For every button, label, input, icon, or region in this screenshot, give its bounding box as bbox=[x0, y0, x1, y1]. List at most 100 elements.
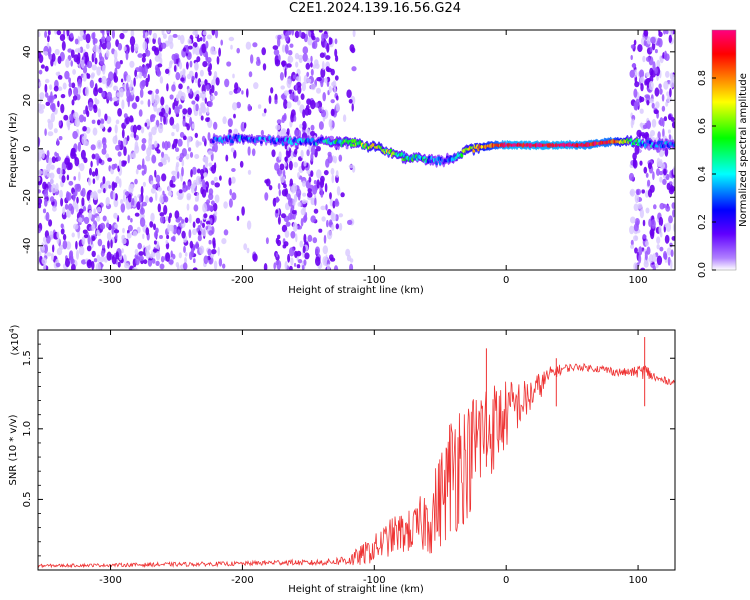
heatmap-noise-cell bbox=[229, 188, 232, 196]
heatmap-noise-cell bbox=[42, 169, 48, 176]
heatmap-noise-cell bbox=[81, 135, 87, 145]
heatmap-noise-cell bbox=[659, 176, 663, 183]
heatmap-noise-cell bbox=[668, 114, 672, 121]
heatmap-frame bbox=[37, 29, 676, 271]
heatmap-noise-cell bbox=[287, 50, 293, 56]
heatmap-noise-cell bbox=[199, 245, 205, 255]
heatmap-noise-cell bbox=[630, 44, 635, 49]
x-tick-label: -200 bbox=[231, 575, 254, 586]
heatmap-noise-cell bbox=[243, 243, 248, 251]
heatmap-noise-cell bbox=[72, 95, 78, 101]
heatmap-noise-cell bbox=[142, 53, 147, 58]
heatmap-noise-cell bbox=[670, 249, 674, 257]
heatmap-noise-cell bbox=[231, 168, 236, 172]
heatmap-noise-cell bbox=[642, 219, 646, 227]
heatmap-noise-cell bbox=[163, 193, 167, 202]
heatmap-noise-cell bbox=[314, 197, 317, 206]
heatmap-noise-cell bbox=[111, 163, 116, 170]
heatmap-noise-cell bbox=[294, 52, 300, 60]
heatmap-noise-cell bbox=[665, 222, 672, 232]
heatmap-noise-cell bbox=[232, 102, 238, 111]
heatmap-noise-cell bbox=[213, 121, 218, 130]
heatmap-noise-cell bbox=[122, 138, 127, 148]
heatmap-noise-cell bbox=[188, 229, 192, 239]
heatmap-noise-cell bbox=[196, 168, 201, 174]
heatmap-noise-cell bbox=[666, 247, 672, 256]
heatmap-noise-cell bbox=[53, 85, 59, 92]
x-tick-label: -300 bbox=[99, 575, 122, 586]
heatmap-noise-cell bbox=[316, 77, 322, 82]
heatmap-noise-cell bbox=[207, 248, 212, 256]
heatmap-noise-cell bbox=[193, 204, 199, 212]
heatmap-noise-cell bbox=[251, 148, 256, 157]
heatmap-noise-cell bbox=[92, 36, 96, 46]
heatmap-noise-cell bbox=[643, 30, 649, 37]
heatmap-noise-cell bbox=[49, 84, 53, 91]
heatmap-noise-cell bbox=[306, 149, 310, 157]
heatmap-noise-cell bbox=[92, 104, 97, 110]
heatmap-noise-cell bbox=[42, 181, 47, 190]
heatmap-noise-cell bbox=[51, 253, 54, 261]
heatmap-noise-cell bbox=[62, 240, 68, 250]
heatmap-noise-cell bbox=[153, 223, 156, 231]
heatmap-noise-cell bbox=[61, 175, 66, 183]
heatmap-noise-cell bbox=[155, 250, 161, 261]
heatmap-noise-cell bbox=[228, 36, 235, 42]
heatmap-noise-cell bbox=[83, 216, 90, 225]
heatmap-noise-cell bbox=[301, 180, 307, 187]
heatmap-noise-cell bbox=[270, 87, 274, 94]
snr-y-multiplier: (x104) bbox=[8, 324, 21, 355]
svg-text:(x104): (x104) bbox=[8, 324, 21, 355]
heatmap-noise-cell bbox=[122, 227, 125, 234]
heatmap-noise-cell bbox=[138, 251, 144, 256]
heatmap-noise-cell bbox=[322, 245, 328, 255]
heatmap-noise-cell bbox=[87, 177, 92, 186]
heatmap-noise-cell bbox=[107, 240, 110, 249]
heatmap-noise-cell bbox=[108, 184, 112, 189]
heatmap-noise-cell bbox=[141, 56, 146, 63]
heatmap-noise-cell bbox=[79, 163, 85, 172]
heatmap-noise-cell bbox=[133, 77, 136, 87]
heatmap-noise-cell bbox=[189, 60, 193, 68]
heatmap-noise-cell bbox=[78, 171, 81, 182]
heatmap-noise-cell bbox=[160, 115, 163, 123]
heatmap-noise-cell bbox=[208, 230, 214, 236]
heatmap-noise-cell bbox=[199, 37, 203, 42]
heatmap-noise-cell bbox=[74, 117, 80, 128]
heatmap-noise-cell bbox=[50, 164, 55, 170]
heatmap-noise-cell bbox=[322, 92, 327, 102]
heatmap-noise-cell bbox=[672, 166, 675, 176]
heatmap-noise-cell bbox=[86, 191, 91, 201]
colorbar-tick-label: 0.6 bbox=[697, 118, 708, 134]
heatmap-noise-cell bbox=[348, 164, 354, 169]
heatmap-noise-cell bbox=[154, 124, 158, 131]
heatmap-noise-cell bbox=[47, 35, 50, 43]
heatmap-noise-cell bbox=[88, 101, 94, 112]
heatmap-noise-cell bbox=[113, 49, 118, 60]
heatmap-noise-cell bbox=[632, 152, 637, 161]
heatmap-noise-cell bbox=[222, 116, 227, 125]
heatmap-noise-cell bbox=[134, 43, 139, 52]
heatmap-noise-cell bbox=[116, 92, 121, 98]
heatmap-noise-cell bbox=[86, 259, 93, 269]
heatmap-noise-cell bbox=[54, 30, 58, 35]
heatmap-noise-cell bbox=[669, 184, 674, 193]
heatmap-y-label: Frequency (Hz) bbox=[8, 112, 19, 188]
heatmap-noise-cell bbox=[167, 30, 170, 34]
heatmap-noise-cell bbox=[134, 178, 138, 185]
heatmap-noise-cell bbox=[149, 253, 154, 259]
heatmap-noise-cell bbox=[272, 45, 279, 50]
heatmap-noise-cell bbox=[282, 169, 286, 177]
heatmap-noise-cell bbox=[643, 40, 647, 46]
heatmap-noise-cell bbox=[300, 93, 305, 100]
heatmap-noise-cell bbox=[278, 189, 281, 197]
heatmap-noise-cell bbox=[671, 236, 675, 241]
heatmap-noise-cell bbox=[122, 193, 126, 202]
x-tick-label: 100 bbox=[629, 275, 648, 286]
heatmap-noise-cell bbox=[657, 38, 663, 48]
heatmap-noise-cell bbox=[205, 160, 209, 169]
heatmap-noise-cell bbox=[58, 136, 63, 141]
heatmap-noise-cell bbox=[131, 102, 137, 109]
heatmap-noise-cell bbox=[151, 91, 155, 102]
heatmap-noise-cell bbox=[188, 147, 192, 152]
